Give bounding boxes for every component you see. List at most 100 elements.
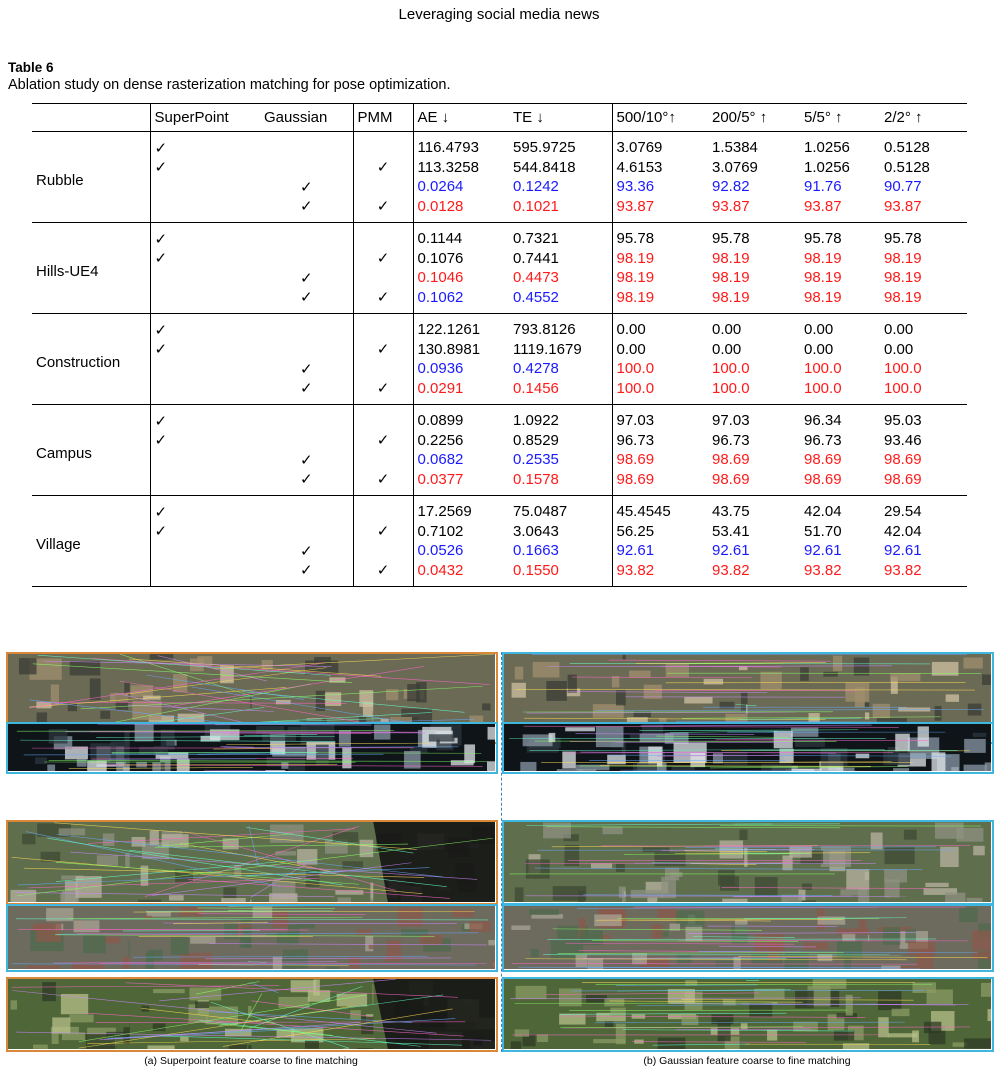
match-line — [198, 964, 349, 966]
match-line — [733, 895, 852, 898]
acc-2-2: 95.03 — [884, 412, 922, 430]
terrain-patch — [209, 729, 240, 741]
rubble-image-pair — [8, 979, 496, 1050]
terrain-patch — [36, 923, 62, 942]
terrain-patch — [836, 940, 863, 959]
match-line — [243, 734, 318, 737]
pmm-check — [352, 177, 413, 197]
ae-value: 0.0899 — [412, 404, 509, 431]
terrain-patch — [564, 844, 580, 866]
acc-200-5: 0.00 — [712, 321, 742, 339]
match-line — [518, 966, 921, 969]
terrain-patch — [562, 751, 576, 769]
col-header-500-10: 500/10°↑ — [611, 103, 708, 132]
acc-500-10: 56.25 — [611, 521, 708, 541]
col-header-te: TE ↓ — [509, 103, 612, 132]
match-line — [684, 850, 768, 853]
hills-matching-strip — [502, 722, 994, 774]
terrain-patch — [703, 678, 724, 685]
superpoint-check — [149, 268, 260, 288]
terrain-patch — [58, 828, 86, 836]
terrain-patch — [795, 990, 814, 1009]
superpoint-check — [149, 378, 260, 405]
terrain-patch — [558, 988, 582, 1007]
terrain-patch — [530, 948, 539, 958]
acc-200-5: 97.03 — [712, 412, 750, 430]
superpoint-check — [149, 359, 260, 379]
match-line — [685, 846, 936, 848]
terrain-patch — [711, 1014, 734, 1025]
terrain-patch — [100, 710, 111, 719]
match-line — [595, 709, 984, 711]
ae-value: 0.1076 — [412, 248, 509, 268]
terrain-patch — [335, 890, 364, 895]
terrain-patch — [925, 882, 949, 888]
match-line — [523, 725, 899, 728]
ae-value: 0.0936 — [412, 359, 509, 379]
campus-matching-strip — [6, 904, 498, 972]
terrain-patch — [315, 690, 326, 711]
te-value: 0.1578 — [513, 470, 559, 488]
acc-2-2: 98.69 — [884, 470, 922, 488]
terrain-patch — [256, 726, 285, 734]
pmm-check: ✓ — [352, 196, 413, 223]
match-line — [141, 1008, 275, 1024]
terrain-patch — [60, 993, 89, 1015]
terrain-patch — [733, 956, 741, 970]
acc-5-5: 1.0256 — [804, 139, 850, 157]
match-line — [622, 1029, 854, 1032]
terrain-patch — [890, 676, 898, 694]
terrain-patch — [482, 703, 491, 711]
match-line — [635, 662, 826, 664]
match-line — [16, 918, 489, 921]
match-line — [125, 667, 327, 695]
terrain-patch — [278, 996, 310, 1008]
terrain-patch — [984, 762, 992, 772]
col-header-2-2: 2/2° ↑ — [880, 103, 967, 132]
match-line — [43, 660, 332, 667]
terrain-patch — [276, 1029, 295, 1038]
terrain-patch — [836, 767, 855, 772]
te-value: 0.2535 — [513, 451, 559, 469]
terrain-patch — [559, 1013, 586, 1025]
match-line — [11, 856, 423, 895]
terrain-patch — [130, 685, 154, 698]
acc-5-5: 91.76 — [804, 178, 842, 196]
terrain-patch — [73, 920, 100, 933]
match-line — [128, 658, 382, 677]
terrain-patch — [887, 1033, 918, 1038]
acc-5-5: 100.0 — [804, 379, 842, 397]
table-row: ✓ 0.1046 0.4473 98.19 98.19 98.19 98.19 — [32, 268, 967, 288]
acc-200-5: 1.5384 — [712, 139, 758, 157]
acc-500-10: 98.69 — [611, 450, 708, 470]
col-header-scene — [32, 103, 150, 132]
ae-value: 116.4793 — [412, 131, 509, 158]
village-matching-strip — [6, 820, 498, 905]
acc-500-10: 4.6153 — [611, 157, 708, 177]
match-line — [559, 1026, 804, 1029]
match-line — [557, 952, 844, 954]
ablation-table: SuperPoint Gaussian PMM AE ↓ TE ↓ 500/10… — [32, 103, 967, 587]
acc-5-5: 98.19 — [804, 269, 842, 287]
terrain-patch — [712, 753, 724, 764]
pmm-check: ✓ — [352, 287, 413, 314]
terrain-patch — [386, 940, 401, 956]
terrain-patch — [819, 761, 844, 772]
terrain-patch — [307, 990, 331, 1002]
match-line — [719, 945, 816, 948]
terrain-patch — [905, 929, 916, 944]
superpoint-check — [149, 196, 260, 223]
terrain-patch — [760, 671, 782, 690]
terrain-patch — [262, 730, 296, 742]
misregistered-warp — [373, 979, 495, 1049]
left-subcaption: (a) Superpoint feature coarse to fine ma… — [144, 1055, 358, 1067]
match-line — [15, 1031, 492, 1041]
match-line — [599, 765, 871, 767]
acc-5-5: 93.87 — [804, 197, 842, 215]
right-subcaption: (b) Gaussian feature coarse to fine matc… — [643, 1055, 851, 1067]
terrain-patch — [718, 870, 735, 886]
terrain-patch — [661, 876, 677, 899]
terrain-patch — [982, 674, 992, 685]
rubble-matching-strip — [502, 977, 994, 1052]
match-line — [53, 961, 337, 964]
